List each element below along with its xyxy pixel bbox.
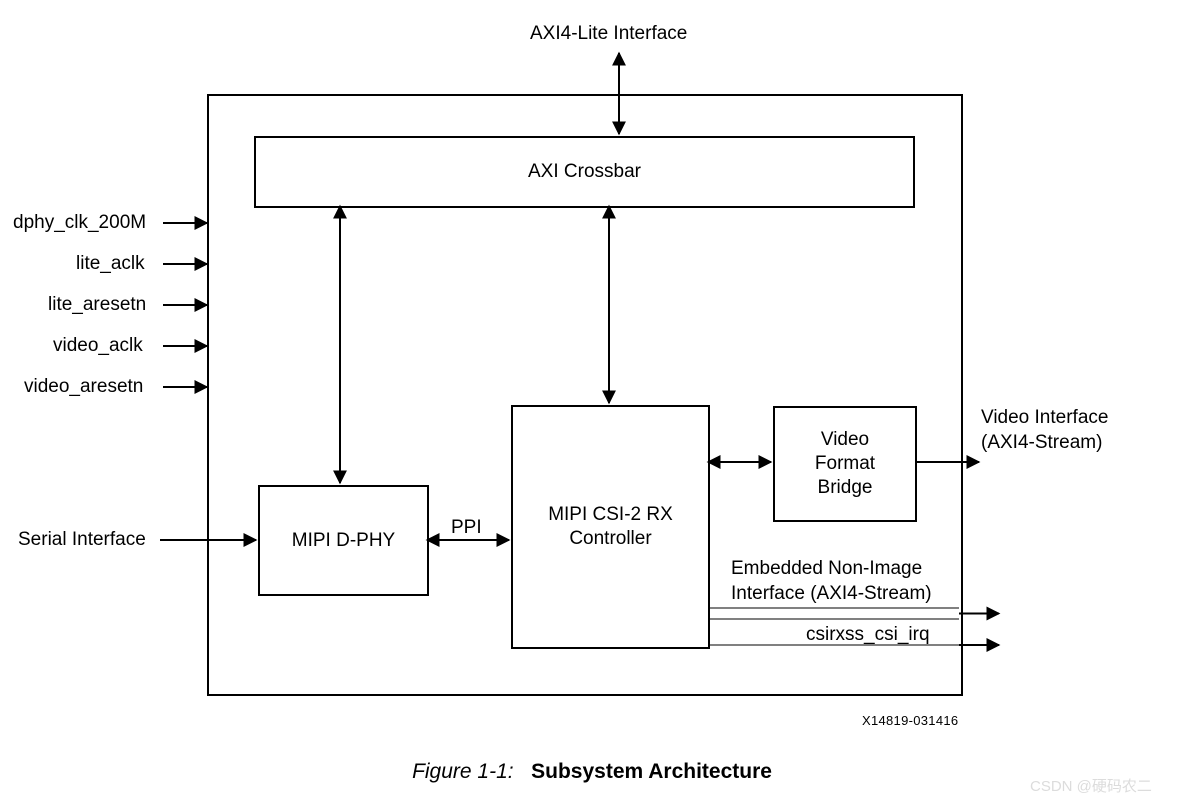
diagram-connectors bbox=[0, 0, 1180, 799]
